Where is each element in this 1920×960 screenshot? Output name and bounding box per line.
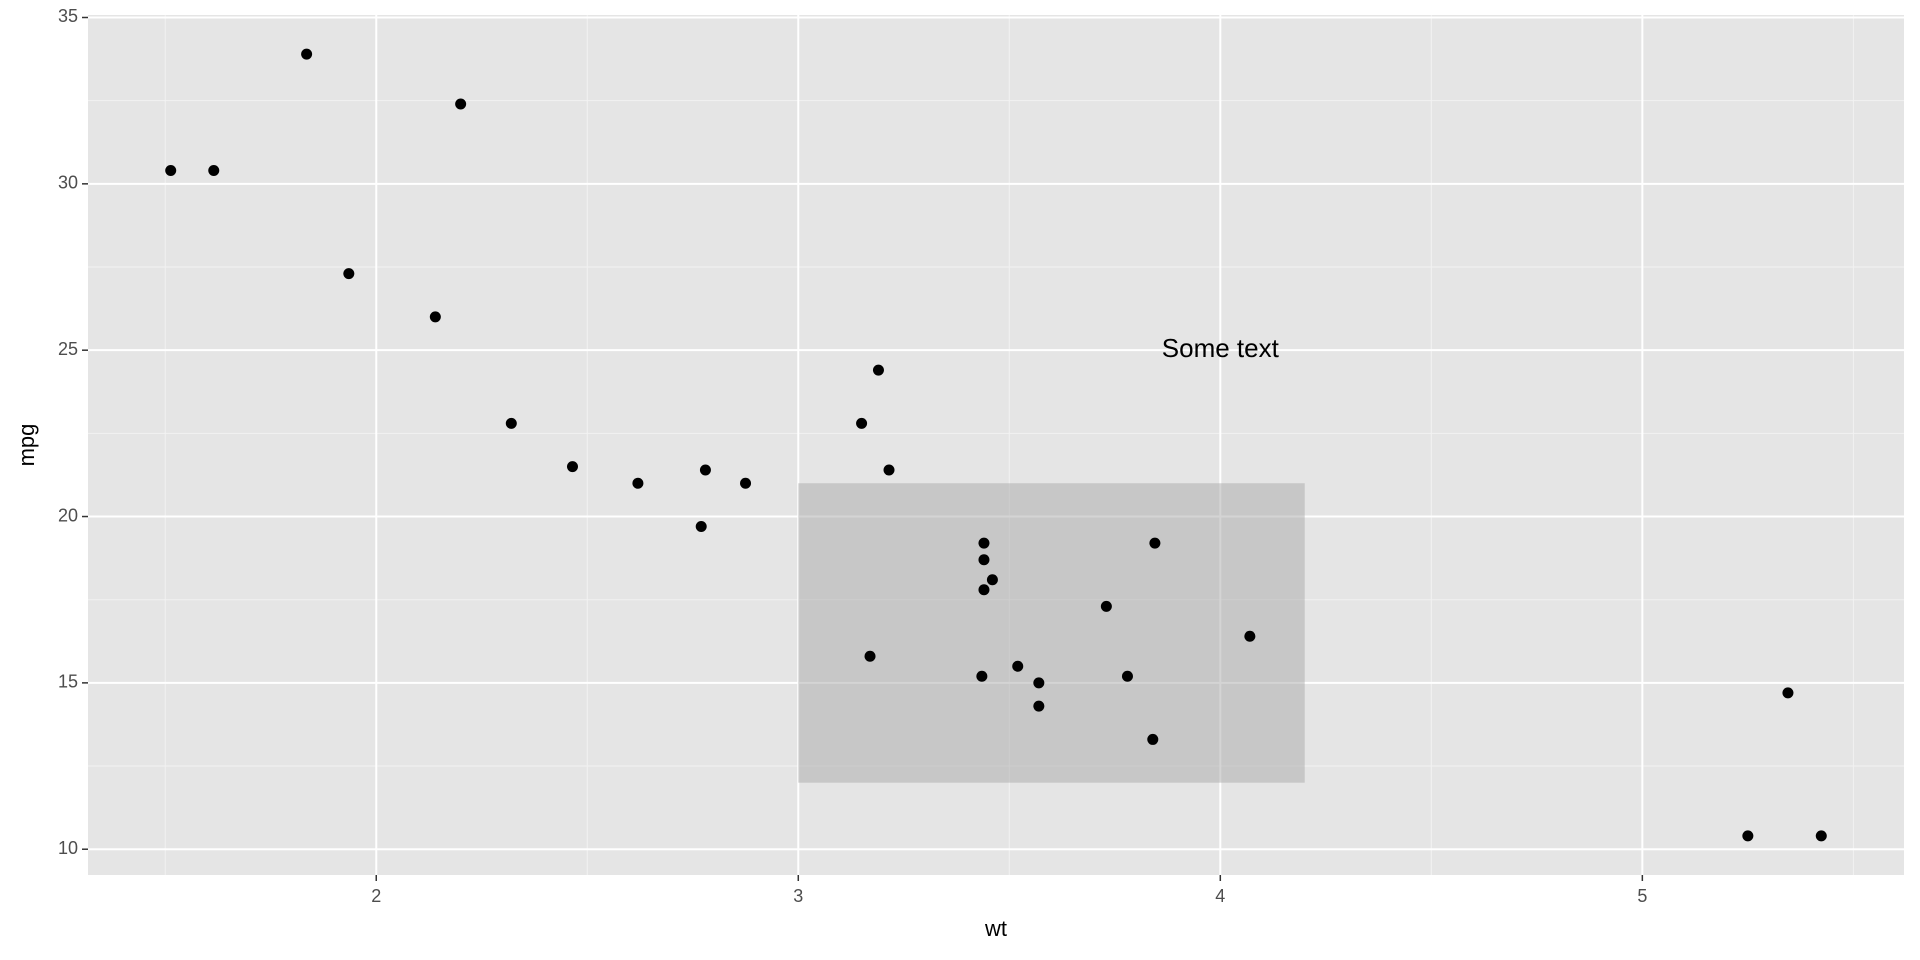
point	[883, 464, 895, 476]
point	[695, 521, 707, 533]
point	[343, 268, 355, 280]
point	[978, 584, 990, 596]
point	[455, 98, 467, 110]
point	[1782, 687, 1794, 699]
point	[978, 554, 990, 566]
y-axis-title: mpg	[14, 424, 39, 467]
point	[699, 464, 711, 476]
x-tick-label: 5	[1637, 886, 1647, 906]
grid	[88, 15, 1904, 875]
point	[165, 165, 177, 177]
annotation-rect	[798, 483, 1305, 783]
point	[1147, 733, 1159, 745]
point	[505, 417, 517, 429]
point	[740, 477, 752, 489]
y-tick-label: 10	[58, 838, 78, 858]
annotation-text: Some text	[1162, 333, 1280, 363]
point	[1815, 830, 1827, 842]
point	[1033, 700, 1045, 712]
point	[1149, 537, 1161, 549]
y-tick-label: 15	[58, 672, 78, 692]
point	[872, 364, 884, 376]
x-tick-label: 4	[1215, 886, 1225, 906]
marks	[165, 48, 1827, 842]
x-axis-title: wt	[984, 916, 1007, 941]
point	[1121, 670, 1133, 682]
point	[986, 574, 998, 586]
labels: 2 3 4 5 10 15 20 25 30 35 Some text	[58, 6, 1647, 906]
point	[1100, 600, 1112, 612]
x-tick-label: 3	[793, 886, 803, 906]
point	[208, 165, 220, 177]
point	[1033, 677, 1045, 689]
y-tick-label: 25	[58, 339, 78, 359]
y-tick-label: 20	[58, 505, 78, 525]
point	[429, 311, 441, 323]
point	[1742, 830, 1754, 842]
point	[301, 48, 313, 60]
point	[1244, 630, 1256, 642]
point	[856, 417, 868, 429]
point	[864, 650, 876, 662]
point	[978, 537, 990, 549]
x-tick-label: 2	[371, 886, 381, 906]
point	[632, 477, 644, 489]
y-tick-label: 35	[58, 6, 78, 26]
point	[1012, 660, 1024, 672]
point	[566, 461, 578, 473]
y-tick-label: 30	[58, 173, 78, 193]
point	[976, 670, 988, 682]
